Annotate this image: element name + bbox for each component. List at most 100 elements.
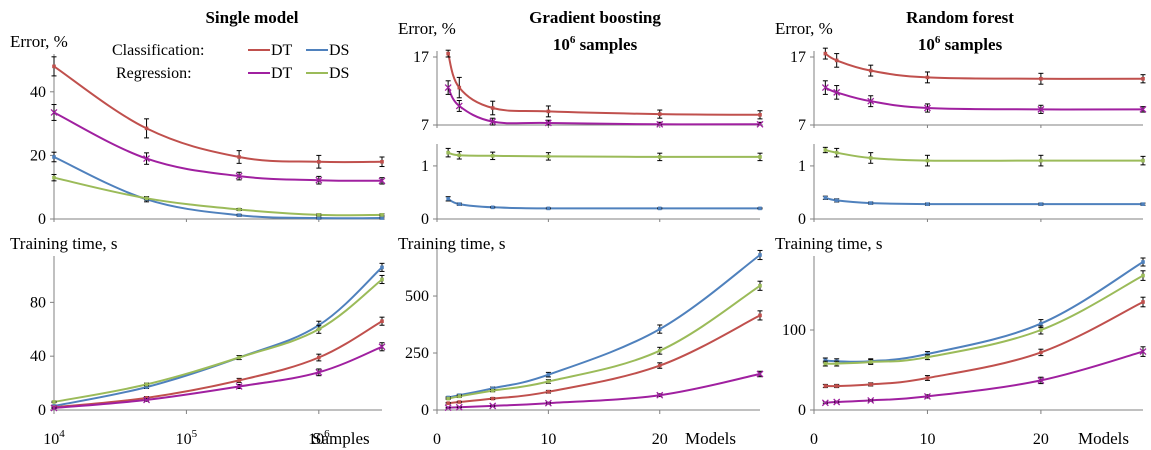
y-tick-label: 100 <box>782 322 806 339</box>
data-point <box>657 112 662 116</box>
data-point <box>489 402 497 410</box>
data-point <box>490 106 495 110</box>
data-point <box>380 159 384 164</box>
y-tick-label: 17 <box>413 49 429 66</box>
panel-rf_time: 0 100 0 10 20 <box>782 256 1147 448</box>
y-tick-label: 250 <box>405 345 429 362</box>
gradient-boosting-title: Gradient boosting <box>529 8 661 27</box>
data-point <box>546 379 551 384</box>
single-model-title: Single model <box>205 8 298 27</box>
data-point <box>457 153 462 158</box>
gb-error-ylabel: Error, % <box>398 19 456 38</box>
data-point <box>317 159 321 164</box>
series-gb_time-DT_cls <box>445 310 763 405</box>
data-point <box>144 396 149 400</box>
data-point <box>380 277 384 282</box>
data-point <box>868 156 873 160</box>
y-tick-label: 80 <box>30 294 46 311</box>
legend-ds-regression-text: DS <box>329 65 349 82</box>
data-point <box>823 51 828 56</box>
data-point <box>143 396 151 404</box>
data-point <box>868 382 873 387</box>
data-point <box>490 388 495 393</box>
data-point <box>834 150 839 155</box>
data-point <box>756 370 764 378</box>
y-tick-label: 0 <box>38 211 46 228</box>
panel-rf_error_top: 7 17 <box>790 47 1147 134</box>
y-tick-label: 500 <box>405 288 429 305</box>
data-point <box>380 213 384 217</box>
random-forest-subtitle: 106 samples <box>918 34 1003 54</box>
y-tick-label: 7 <box>798 117 806 134</box>
data-point <box>237 213 241 217</box>
data-point <box>925 158 930 163</box>
data-point <box>834 361 839 366</box>
data-point <box>457 400 462 404</box>
data-point <box>380 319 384 323</box>
series-single_error-DS_cls <box>51 151 385 220</box>
data-point <box>52 175 56 180</box>
data-point <box>834 58 839 63</box>
data-point <box>235 172 243 180</box>
data-point <box>657 206 662 211</box>
series-single_error-DT_cls <box>51 56 385 169</box>
data-point <box>378 343 386 351</box>
data-point <box>656 120 664 128</box>
data-point <box>237 378 241 383</box>
panel-gb_error_top: 7 17 <box>413 49 764 134</box>
x-tick-label: 0 <box>433 431 441 448</box>
series-rf_error_bottom-DS_cls <box>822 195 1146 206</box>
data-point <box>546 109 551 114</box>
data-point <box>925 355 930 359</box>
data-point <box>834 198 839 203</box>
data-point <box>823 358 828 363</box>
data-point <box>1139 348 1147 356</box>
rf-time-ylabel: Training time, s <box>775 234 883 253</box>
panel-rf_error_bottom: 01 <box>798 144 1146 228</box>
y-tick-label: 17 <box>790 49 806 66</box>
data-point <box>657 155 662 159</box>
data-point <box>52 400 56 404</box>
series-single_error-DT_reg <box>50 104 386 185</box>
gb-time-xlabel: Models <box>685 429 736 448</box>
data-point <box>833 88 841 96</box>
series-rf_time-DS_reg <box>822 270 1146 367</box>
series-single_time-DT_reg <box>50 342 386 412</box>
data-point <box>1141 76 1145 81</box>
data-point <box>546 154 551 159</box>
y-tick-label: 0 <box>798 211 806 228</box>
rf-error-ylabel: Error, % <box>775 19 833 38</box>
series-gb_error_top-DT_cls <box>445 49 763 120</box>
series-line <box>53 345 383 409</box>
data-point <box>823 384 828 388</box>
data-point <box>546 206 551 211</box>
data-point <box>758 283 762 288</box>
data-point <box>1139 105 1147 113</box>
series-line <box>53 65 383 164</box>
data-point <box>823 148 828 152</box>
y-tick-label: 0 <box>798 402 806 419</box>
gb-time-ylabel: Training time, s <box>398 234 506 253</box>
data-point <box>1141 300 1145 304</box>
legend-ds-classification-text: DS <box>329 42 349 59</box>
legend-regression-label: Regression: <box>116 65 192 82</box>
data-point <box>867 97 875 105</box>
data-point <box>317 213 321 217</box>
y-tick-label: 0 <box>421 211 429 228</box>
data-point <box>544 119 552 127</box>
single-time-xlabel: Samples <box>312 429 370 448</box>
data-point <box>656 391 664 399</box>
data-point <box>237 207 241 212</box>
data-point <box>546 389 551 394</box>
series-rf_time-DT_reg <box>821 346 1147 407</box>
data-point <box>444 404 452 412</box>
data-point <box>315 368 323 376</box>
data-point <box>50 404 58 412</box>
data-point <box>489 118 497 126</box>
x-tick-label: 105 <box>176 428 198 448</box>
data-point <box>237 155 241 159</box>
data-point <box>143 155 151 163</box>
series-rf_error_top-DT_cls <box>822 47 1146 85</box>
data-point <box>925 202 930 206</box>
series-line <box>447 254 761 399</box>
